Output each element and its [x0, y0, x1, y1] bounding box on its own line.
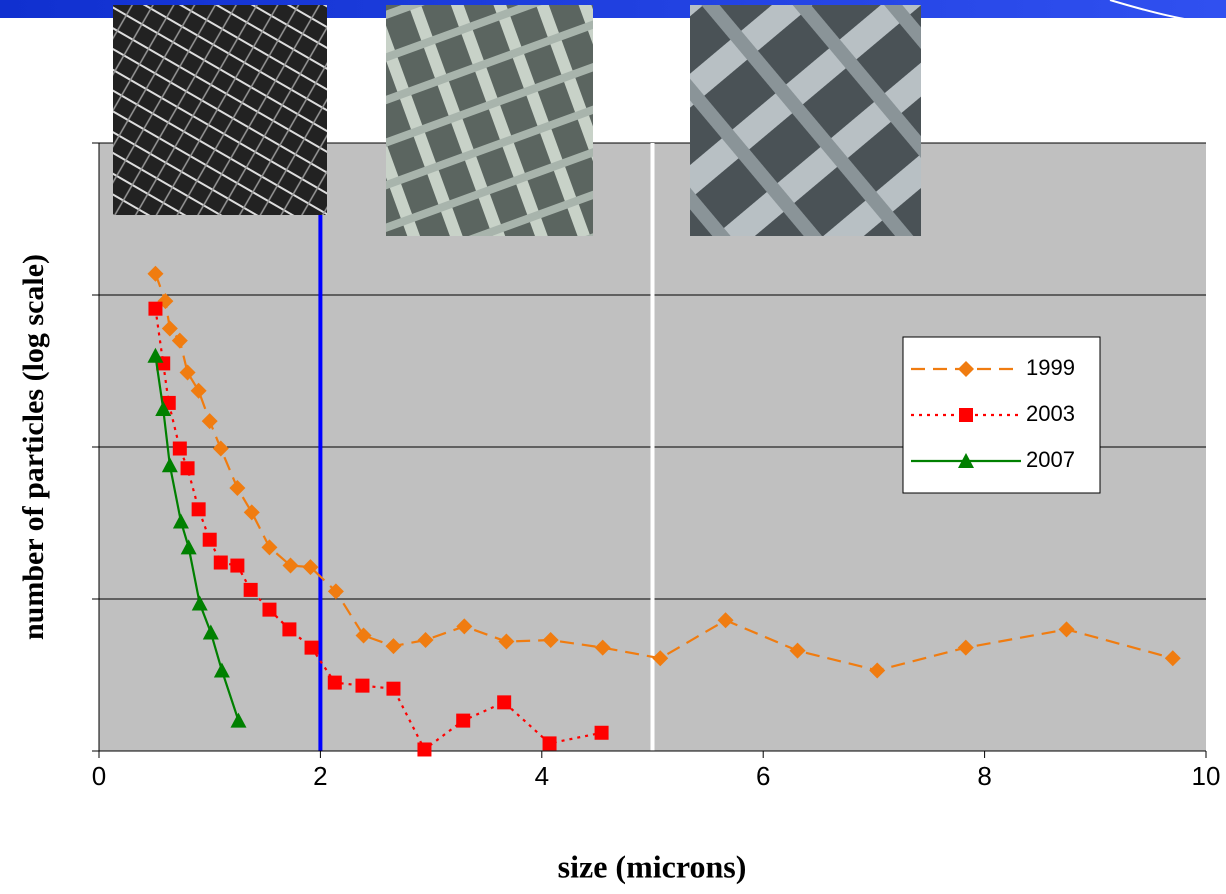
marker [869, 662, 886, 679]
marker [243, 582, 258, 597]
marker [282, 557, 299, 574]
marker [202, 532, 217, 547]
marker [1058, 621, 1075, 638]
marker [172, 441, 187, 456]
fiber-image [386, 5, 593, 236]
marker [789, 642, 806, 659]
x-tick-label: 10 [1192, 761, 1221, 791]
marker [542, 632, 559, 649]
marker [147, 347, 164, 363]
banner-curve [1109, 0, 1191, 21]
legend-label: 1999 [1026, 355, 1075, 380]
marker [230, 558, 245, 573]
marker [155, 401, 172, 416]
marker [172, 513, 189, 529]
marker [304, 640, 319, 655]
marker [652, 650, 669, 667]
marker [213, 555, 228, 570]
marker [148, 301, 163, 316]
marker [261, 539, 278, 556]
series-line [154, 273, 1174, 672]
legend-label: 2007 [1026, 447, 1075, 472]
marker [594, 725, 609, 740]
marker [456, 618, 473, 635]
marker [1164, 650, 1181, 667]
marker [161, 457, 178, 473]
marker [262, 602, 277, 617]
marker [302, 559, 319, 576]
marker [355, 678, 370, 693]
marker [190, 382, 207, 399]
marker [417, 742, 432, 757]
x-tick-label: 2 [313, 761, 327, 791]
marker [147, 265, 164, 282]
marker [327, 583, 344, 600]
legend-label: 2003 [1026, 401, 1075, 426]
marker [957, 639, 974, 656]
marker [180, 539, 197, 555]
marker [191, 502, 206, 517]
marker [386, 681, 401, 696]
fiber-image [690, 5, 921, 236]
marker [594, 639, 611, 656]
x-tick-label: 4 [535, 761, 549, 791]
marker [717, 612, 734, 629]
marker [958, 361, 974, 377]
marker [161, 320, 178, 337]
x-tick-label: 6 [756, 761, 770, 791]
marker [497, 695, 512, 710]
series-line [154, 308, 602, 752]
marker [243, 504, 260, 521]
marker [229, 480, 246, 497]
marker [213, 662, 230, 678]
x-axis-title: size (microns) [558, 848, 747, 884]
marker [327, 675, 342, 690]
marker [385, 638, 402, 655]
x-tick-label: 8 [977, 761, 991, 791]
marker [191, 595, 208, 611]
y-axis-title: number of particles (log scale) [17, 254, 50, 640]
marker [417, 632, 434, 649]
marker [180, 461, 195, 476]
marker [179, 364, 196, 381]
marker [282, 622, 297, 637]
marker [958, 453, 974, 468]
marker [959, 408, 973, 422]
x-tick-label: 0 [92, 761, 106, 791]
marker [171, 332, 188, 349]
marker [230, 712, 247, 728]
marker [202, 624, 219, 640]
marker [456, 713, 471, 728]
marker [355, 627, 372, 644]
marker [498, 633, 515, 650]
marker [542, 736, 557, 751]
marker [201, 413, 218, 430]
marker [212, 440, 229, 457]
fiber-image [113, 5, 327, 215]
